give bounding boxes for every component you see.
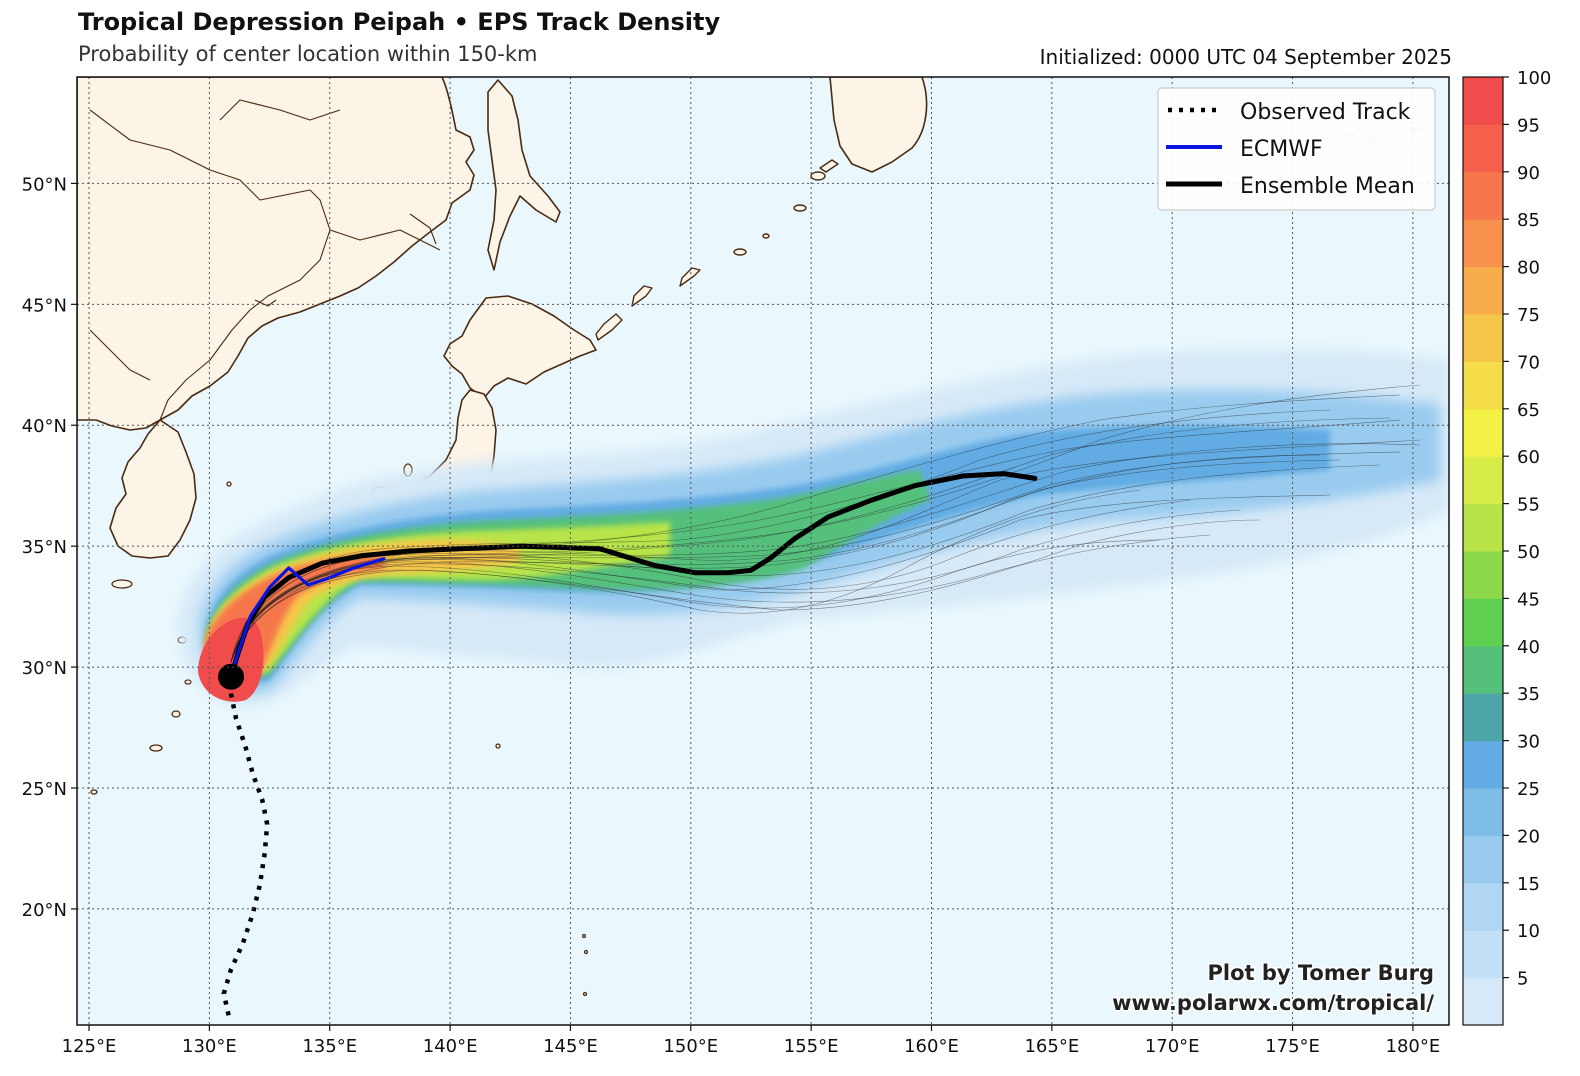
lat-tick-label: 40°N [22,416,67,437]
legend-observed-label: Observed Track [1240,100,1411,125]
colorbar-swatch [1463,219,1503,268]
lon-tick-label: 170°E [1145,1036,1200,1057]
colorbar-swatch [1463,882,1503,931]
page-subtitle: Probability of center location within 15… [78,42,538,66]
lat-tick-label: 45°N [22,295,67,316]
colorbar-label: 15 [1517,874,1540,895]
ecmwf-track [229,556,386,678]
colorbar-label: 30 [1517,732,1540,753]
lon-tick-label: 155°E [784,1036,839,1057]
colorbar-swatch [1463,408,1503,457]
ensemble-mean-track [228,471,1038,680]
colorbar-label: 65 [1517,400,1540,421]
initialized-time: Initialized: 0000 UTC 04 September 2025 [1039,45,1452,69]
colorbar-swatch [1463,788,1503,836]
colorbar-swatch [1463,930,1503,979]
colorbar-label: 35 [1517,684,1540,705]
colorbar-swatch [1463,835,1503,884]
page-title: Tropical Depression Peipah • EPS Track D… [78,8,721,36]
colorbar-label: 60 [1517,447,1540,468]
legend-ecmwf-label: ECMWF [1240,137,1323,162]
korea-peninsula [109,419,197,559]
lon-tick-label: 180°E [1386,1036,1441,1057]
axis-ticks: 125°E 130°E 135°E 140°E 145°E 150°E 155°E 160°E… [22,174,1441,1057]
colorbar-label: 85 [1517,210,1540,231]
colorbar-label: 40 [1517,637,1540,658]
lon-tick-label: 145°E [543,1036,598,1057]
colorbar-swatch [1463,740,1503,789]
colorbar-swatch [1463,361,1503,410]
country-borders [89,99,441,421]
colorbar-swatch [1463,314,1503,362]
lon-tick-label: 160°E [904,1036,959,1057]
ensemble-mean-line [228,471,1038,680]
colorbar-label: 100 [1517,68,1551,89]
colorbar-swatch [1463,456,1503,505]
map-frame [76,76,1450,1026]
lon-tick-label: 130°E [182,1036,237,1057]
colorbar-swatch [1463,551,1503,599]
colorbar-label: 45 [1517,589,1540,610]
ecmwf-line [229,556,386,678]
storm-center-marker [218,663,245,690]
current-position [218,663,245,690]
lat-tick-label: 30°N [22,658,67,679]
colorbar-swatch [1463,977,1503,1026]
legend-mean-label: Ensemble Mean [1240,174,1415,199]
kuril-islands [595,159,839,341]
colorbar-label: 55 [1517,495,1540,516]
colorbar-swatch [1463,503,1503,552]
lon-tick-label: 125°E [62,1036,117,1057]
colorbar-label: 25 [1517,779,1540,800]
lat-tick-label: 25°N [22,779,67,800]
lon-tick-label: 140°E [423,1036,478,1057]
credit-author: Plot by Tomer Burg [1208,961,1435,985]
kamchatka [829,77,928,173]
asia-mainland [77,77,475,431]
lat-tick-label: 20°N [22,900,67,921]
colorbar-label: 70 [1517,352,1540,373]
colorbar-label: 90 [1517,163,1540,184]
colorbar: 5 10 15 20 25 30 35 40 45 50 55 60 65 70 75 80 85 90 95 100 [1462,68,1551,1026]
colorbar-label: 20 [1517,826,1540,847]
lon-tick-label: 150°E [663,1036,718,1057]
colorbar-label: 75 [1517,305,1540,326]
colorbar-label: 80 [1517,258,1540,279]
lon-tick-label: 135°E [302,1036,357,1057]
colorbar-swatch [1463,598,1503,647]
colorbar-swatch [1463,124,1503,173]
hokkaido [443,295,597,399]
colorbar-label: 5 [1517,969,1528,990]
colorbar-label: 10 [1517,921,1540,942]
colorbar-swatch [1463,645,1503,694]
legend-box: Observed Track ECMWF Ensemble Mean [1157,87,1436,211]
gridlines [77,77,1449,1025]
colorbar-swatch [1463,266,1503,315]
colorbar-label: 95 [1517,115,1540,136]
lat-tick-label: 50°N [22,174,67,195]
lon-tick-label: 165°E [1024,1036,1079,1057]
colorbar-swatch [1463,693,1503,742]
colorbar-label: 50 [1517,542,1540,563]
lon-tick-label: 175°E [1265,1036,1320,1057]
colorbar-swatch [1463,77,1503,125]
credit-url: www.polarwx.com/tropical/ [1112,991,1434,1015]
density-band-100 [198,617,264,702]
colorbar-swatch [1463,171,1503,220]
lat-tick-label: 35°N [22,537,67,558]
sakhalin [487,79,561,271]
